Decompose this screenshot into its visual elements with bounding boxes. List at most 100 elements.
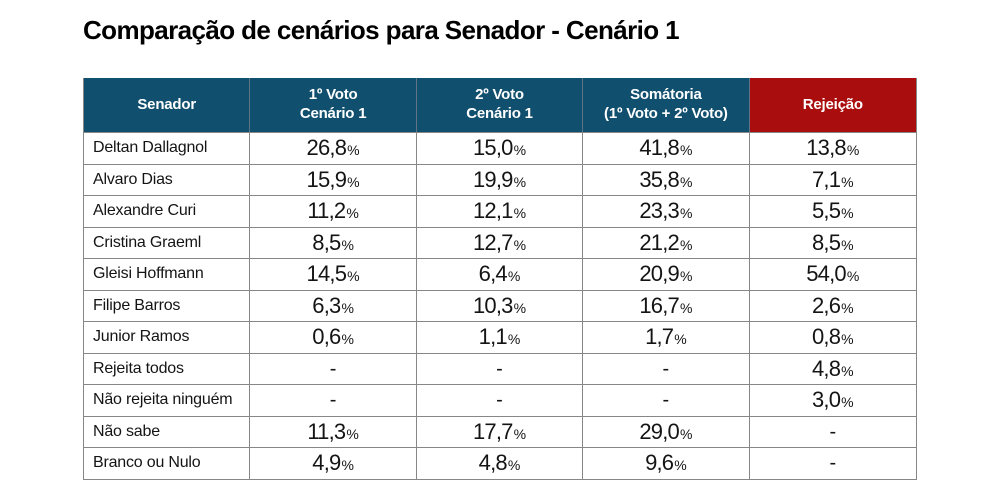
value-number: 9,6: [645, 450, 674, 475]
value-cell: -: [417, 353, 584, 384]
percent-sign: %: [679, 268, 693, 284]
percent-sign: %: [513, 142, 527, 158]
value-number: 12,1: [472, 198, 513, 223]
header-voto1-line2: Cenário 1: [299, 105, 367, 122]
value-cell: 5,5%: [750, 196, 916, 227]
value-cell: 15,0%: [417, 133, 584, 164]
percent-sign: %: [513, 236, 527, 253]
percent-sign: %: [679, 205, 693, 221]
value-number: 12,7: [472, 229, 513, 255]
header-somatoria-line1: Somátoria: [630, 86, 702, 104]
value-cell: 9,6%: [583, 448, 750, 479]
value-cell: 20,9%: [583, 259, 750, 290]
value-number: 4,8: [811, 355, 841, 381]
value-number: 1,7: [645, 324, 674, 349]
value-number: 2,6: [811, 292, 841, 318]
value-cell: -: [750, 448, 916, 479]
value-cell: 14,5%: [250, 259, 417, 290]
value-cell: 23,3%: [583, 196, 750, 227]
value-cell: 35,8%: [583, 164, 750, 195]
page-title: Comparação de cenários para Senador - Ce…: [83, 15, 680, 45]
header-voto2-line2: Cenário 1: [466, 105, 533, 122]
table-row: Alvaro Dias 15,9% 19,9% 35,8% 7,1%: [84, 164, 916, 196]
value-cell: 4,8%: [417, 448, 584, 479]
senator-name: Rejeita todos: [84, 353, 251, 384]
percent-sign: %: [841, 173, 854, 190]
value-cell: 26,8%: [250, 133, 417, 164]
empty-value-dash: -: [329, 389, 337, 411]
percent-sign: %: [841, 331, 854, 347]
table-row: Deltan Dallagnol 26,8% 15,0% 41,8% 13,8%: [84, 133, 916, 165]
senator-name: Filipe Barros: [84, 290, 251, 321]
percent-sign: %: [679, 425, 693, 442]
value-cell: 13,8%: [750, 133, 916, 164]
value-cell: 10,3%: [417, 290, 584, 321]
value-cell: 2,6%: [750, 291, 916, 322]
value-number: 26,8: [306, 135, 347, 160]
value-number: 21,2: [639, 229, 679, 255]
percent-sign: %: [513, 173, 527, 190]
value-cell: 4,9%: [250, 448, 417, 479]
value-number: 54,0: [806, 261, 846, 286]
value-cell: 17,7%: [417, 416, 584, 447]
percent-sign: %: [841, 236, 854, 253]
value-cell: -: [750, 417, 916, 448]
value-cell: 4,8%: [750, 354, 916, 385]
percent-sign: %: [347, 268, 360, 284]
percent-sign: %: [341, 331, 354, 347]
value-cell: 6,3%: [250, 290, 417, 321]
value-cell: 21,2%: [583, 227, 750, 258]
senator-name: Branco ou Nulo: [84, 448, 251, 479]
percent-sign: %: [341, 299, 354, 316]
comparison-table: Senador 1º Voto Cenário 1 2º Voto Cenári…: [83, 78, 917, 480]
table-header-row: Senador 1º Voto Cenário 1 2º Voto Cenári…: [84, 78, 916, 133]
empty-value-dash: -: [496, 357, 503, 380]
senator-name: Gleisi Hoffmann: [84, 259, 251, 290]
percent-sign: %: [679, 299, 693, 316]
value-cell: 11,3%: [250, 416, 417, 447]
value-number: 35,8: [639, 166, 679, 192]
header-senador-label: Senador: [137, 95, 196, 113]
value-cell: 54,0%: [750, 259, 916, 290]
value-number: 11,2: [307, 198, 346, 223]
percent-sign: %: [846, 142, 860, 158]
header-senador: Senador: [84, 78, 251, 132]
value-number: 6,3: [312, 292, 341, 318]
value-number: 10,3: [472, 292, 513, 318]
percent-sign: %: [347, 142, 360, 158]
value-cell: 41,8%: [583, 133, 750, 164]
value-cell: 19,9%: [417, 164, 584, 195]
header-rejeicao-label: Rejeição: [802, 95, 863, 113]
value-number: 17,7: [472, 418, 513, 444]
value-number: 8,5: [811, 229, 841, 255]
percent-sign: %: [846, 268, 860, 284]
value-number: 0,8: [811, 324, 841, 349]
value-cell: 1,1%: [417, 322, 584, 353]
empty-value-dash: -: [829, 452, 837, 474]
empty-value-dash: -: [662, 389, 670, 411]
header-somatoria-line2: (1º Voto + 2º Voto): [604, 105, 728, 122]
senator-name: Alexandre Curi: [84, 196, 251, 227]
percent-sign: %: [679, 236, 693, 253]
value-cell: 8,5%: [750, 228, 916, 259]
empty-value-dash: -: [829, 420, 837, 443]
percent-sign: %: [513, 205, 527, 221]
senator-name: Não rejeita ninguém: [84, 385, 251, 416]
table-row: Não sabe 11,3% 17,7% 29,0% -: [84, 416, 916, 448]
value-cell: 7,1%: [750, 165, 916, 196]
value-cell: -: [583, 385, 750, 416]
value-number: 15,0: [472, 135, 513, 160]
value-number: 5,5: [811, 198, 841, 223]
value-cell: 3,0%: [750, 385, 916, 416]
value-number: 16,7: [639, 292, 679, 318]
senator-name: Alvaro Dias: [84, 164, 251, 195]
value-number: 1,1: [478, 324, 508, 349]
empty-value-dash: -: [496, 389, 503, 411]
percent-sign: %: [341, 457, 354, 473]
empty-value-dash: -: [329, 357, 337, 380]
value-cell: 16,7%: [583, 290, 750, 321]
value-cell: 8,5%: [250, 227, 417, 258]
value-number: 13,8: [806, 135, 846, 160]
percent-sign: %: [507, 331, 521, 347]
